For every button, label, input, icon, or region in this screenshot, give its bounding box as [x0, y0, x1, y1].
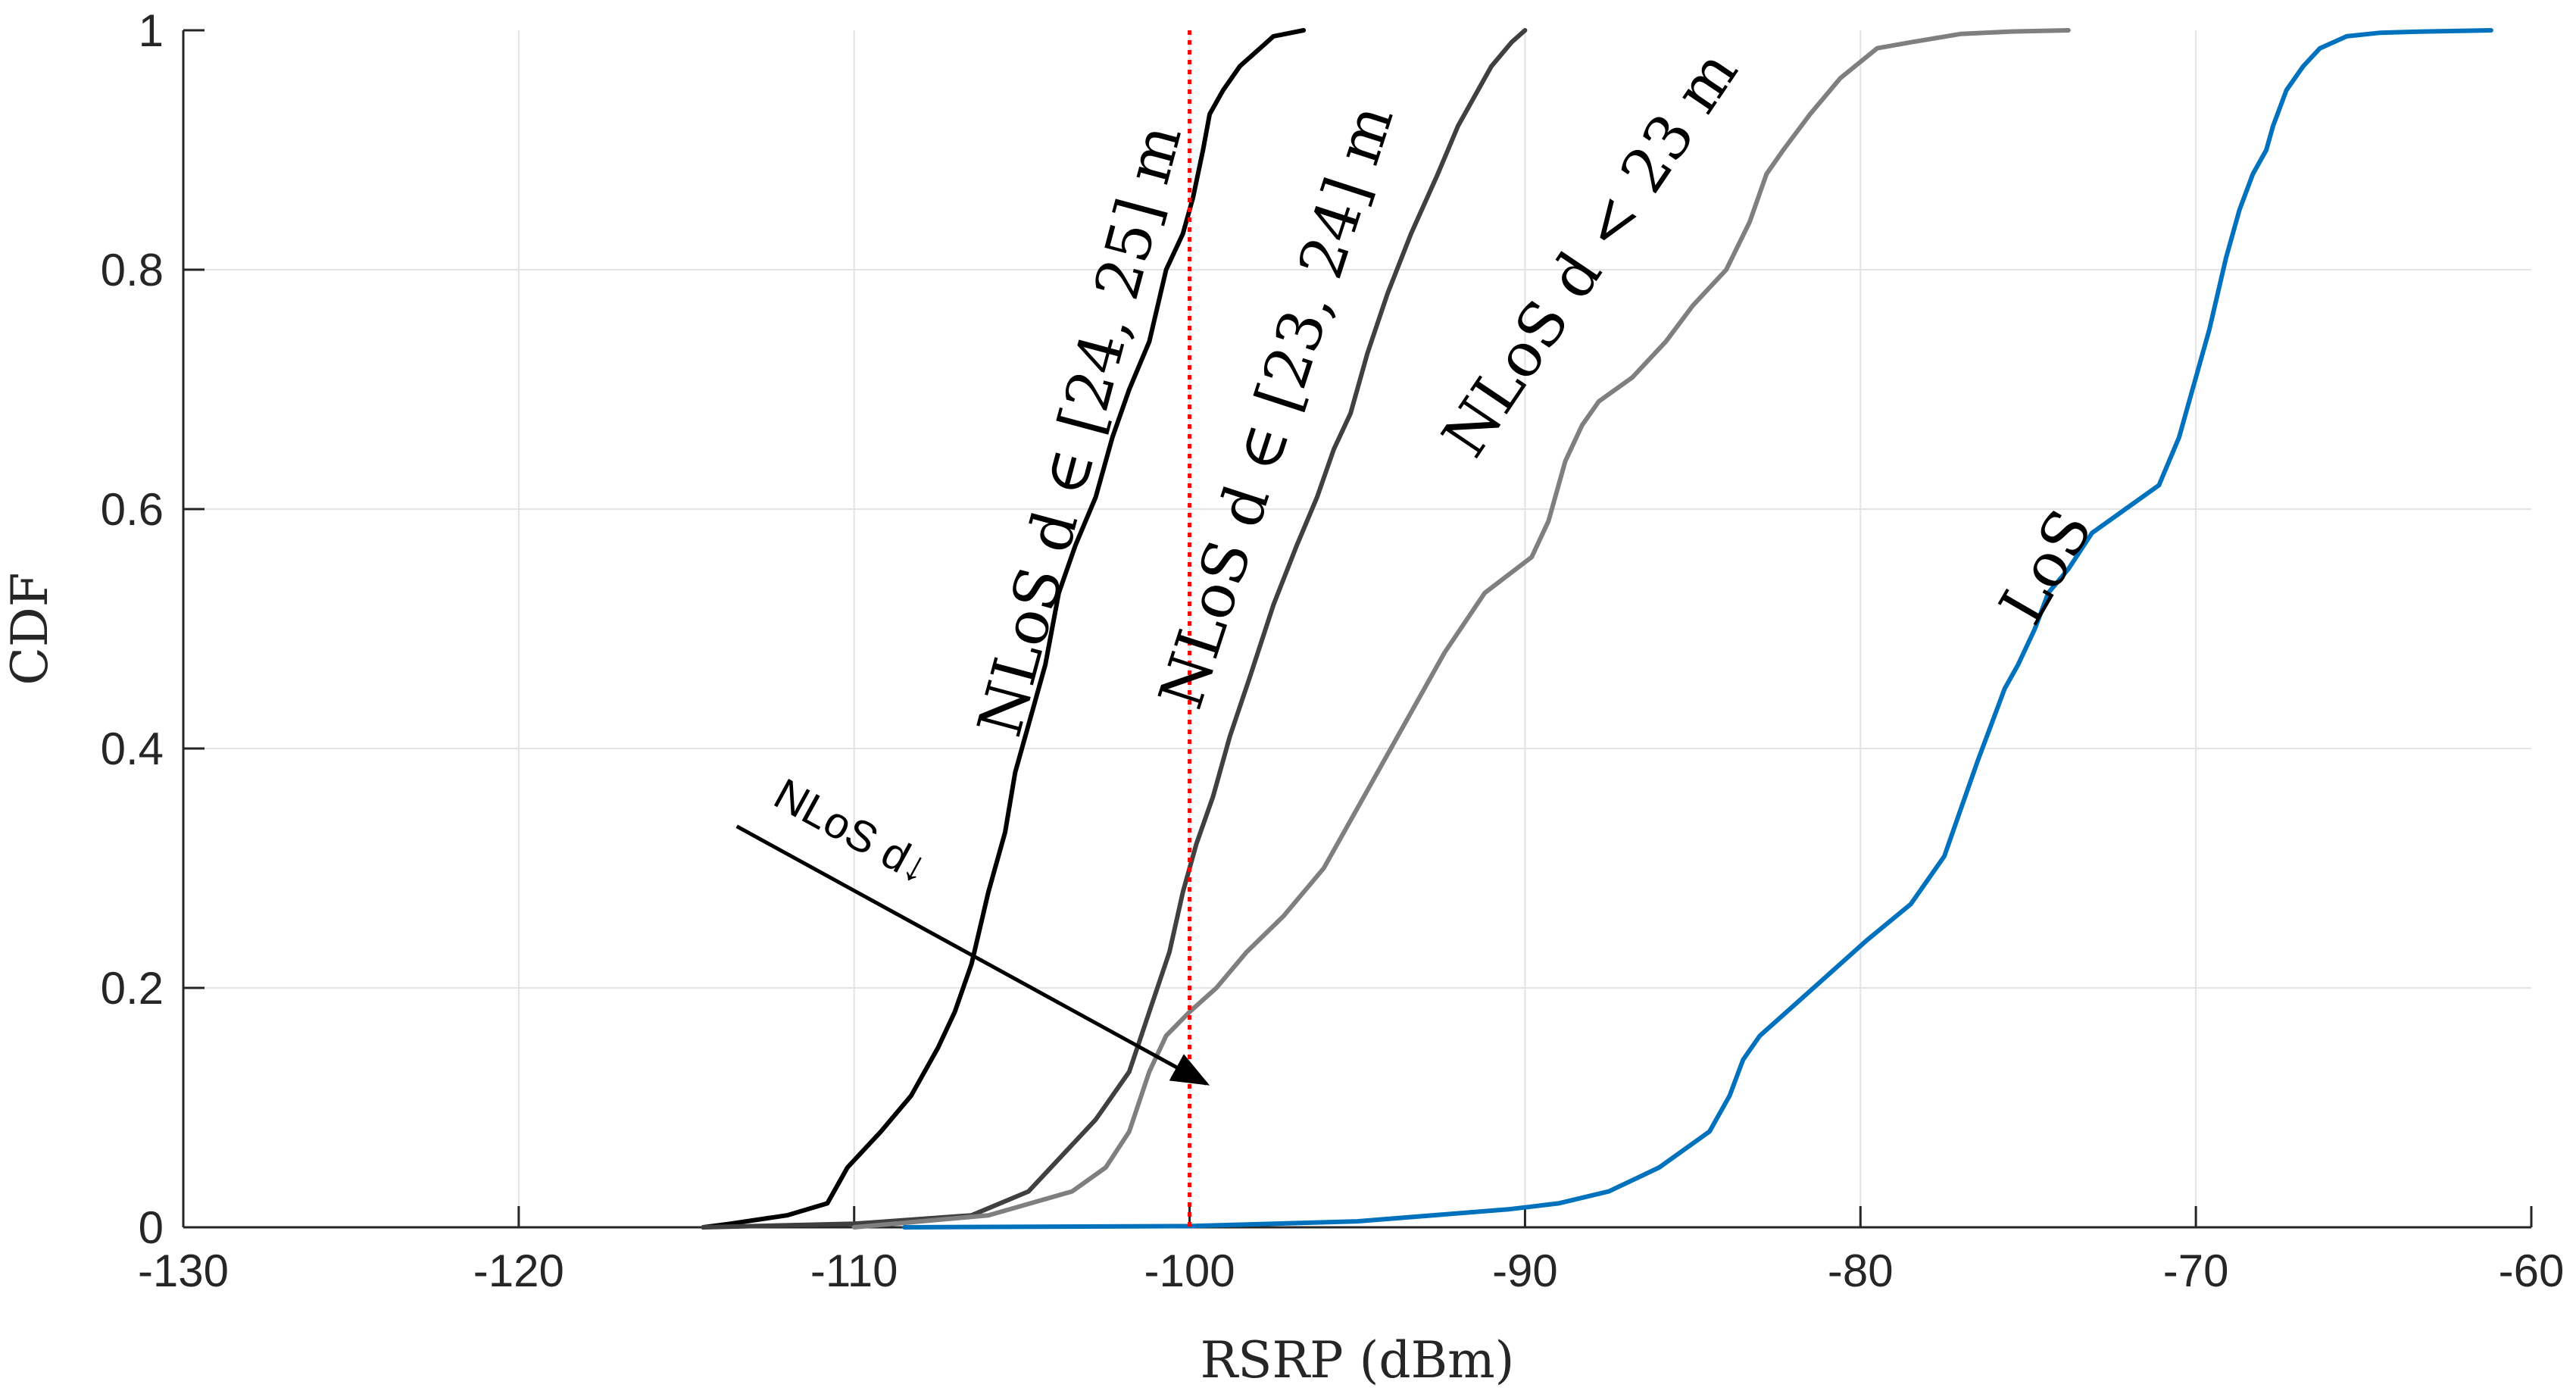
y-tick-label: 1: [139, 5, 164, 56]
x-tick-label: -90: [1492, 1245, 1558, 1296]
tick-labels: -130 -120 -110 -100 -90 -80 -70 -60 0 0.2 0.4 0.6 0.…: [101, 5, 2565, 1296]
x-tick-label: -130: [138, 1245, 229, 1296]
x-axis-title: RSRP (dBm): [1201, 1331, 1515, 1389]
axes: [182, 29, 2533, 1229]
series-line-2: [851, 28, 2071, 1230]
data-series: [701, 28, 2493, 1230]
y-tick-label: 0: [139, 1202, 164, 1253]
x-tick-label: -70: [2163, 1245, 2229, 1296]
series-line-0: [701, 28, 1307, 1230]
x-tick-label: -60: [2499, 1245, 2565, 1296]
x-tick-label: -100: [1144, 1245, 1235, 1296]
y-tick-label: 0.6: [101, 484, 164, 535]
x-tick-label: -110: [810, 1245, 898, 1296]
y-axis-title: CDF: [1, 572, 59, 685]
series-line-1: [701, 28, 1528, 1230]
y-tick-label: 0.8: [101, 245, 164, 295]
y-tick-label: 0.4: [101, 724, 164, 774]
plot-area: [183, 30, 2531, 1227]
trend-arrow: [735, 824, 1210, 1086]
series-line-3: [902, 28, 2493, 1230]
x-tick-label: -80: [1828, 1245, 1894, 1296]
x-tick-label: -120: [473, 1245, 564, 1296]
y-tick-label: 0.2: [101, 963, 164, 1014]
